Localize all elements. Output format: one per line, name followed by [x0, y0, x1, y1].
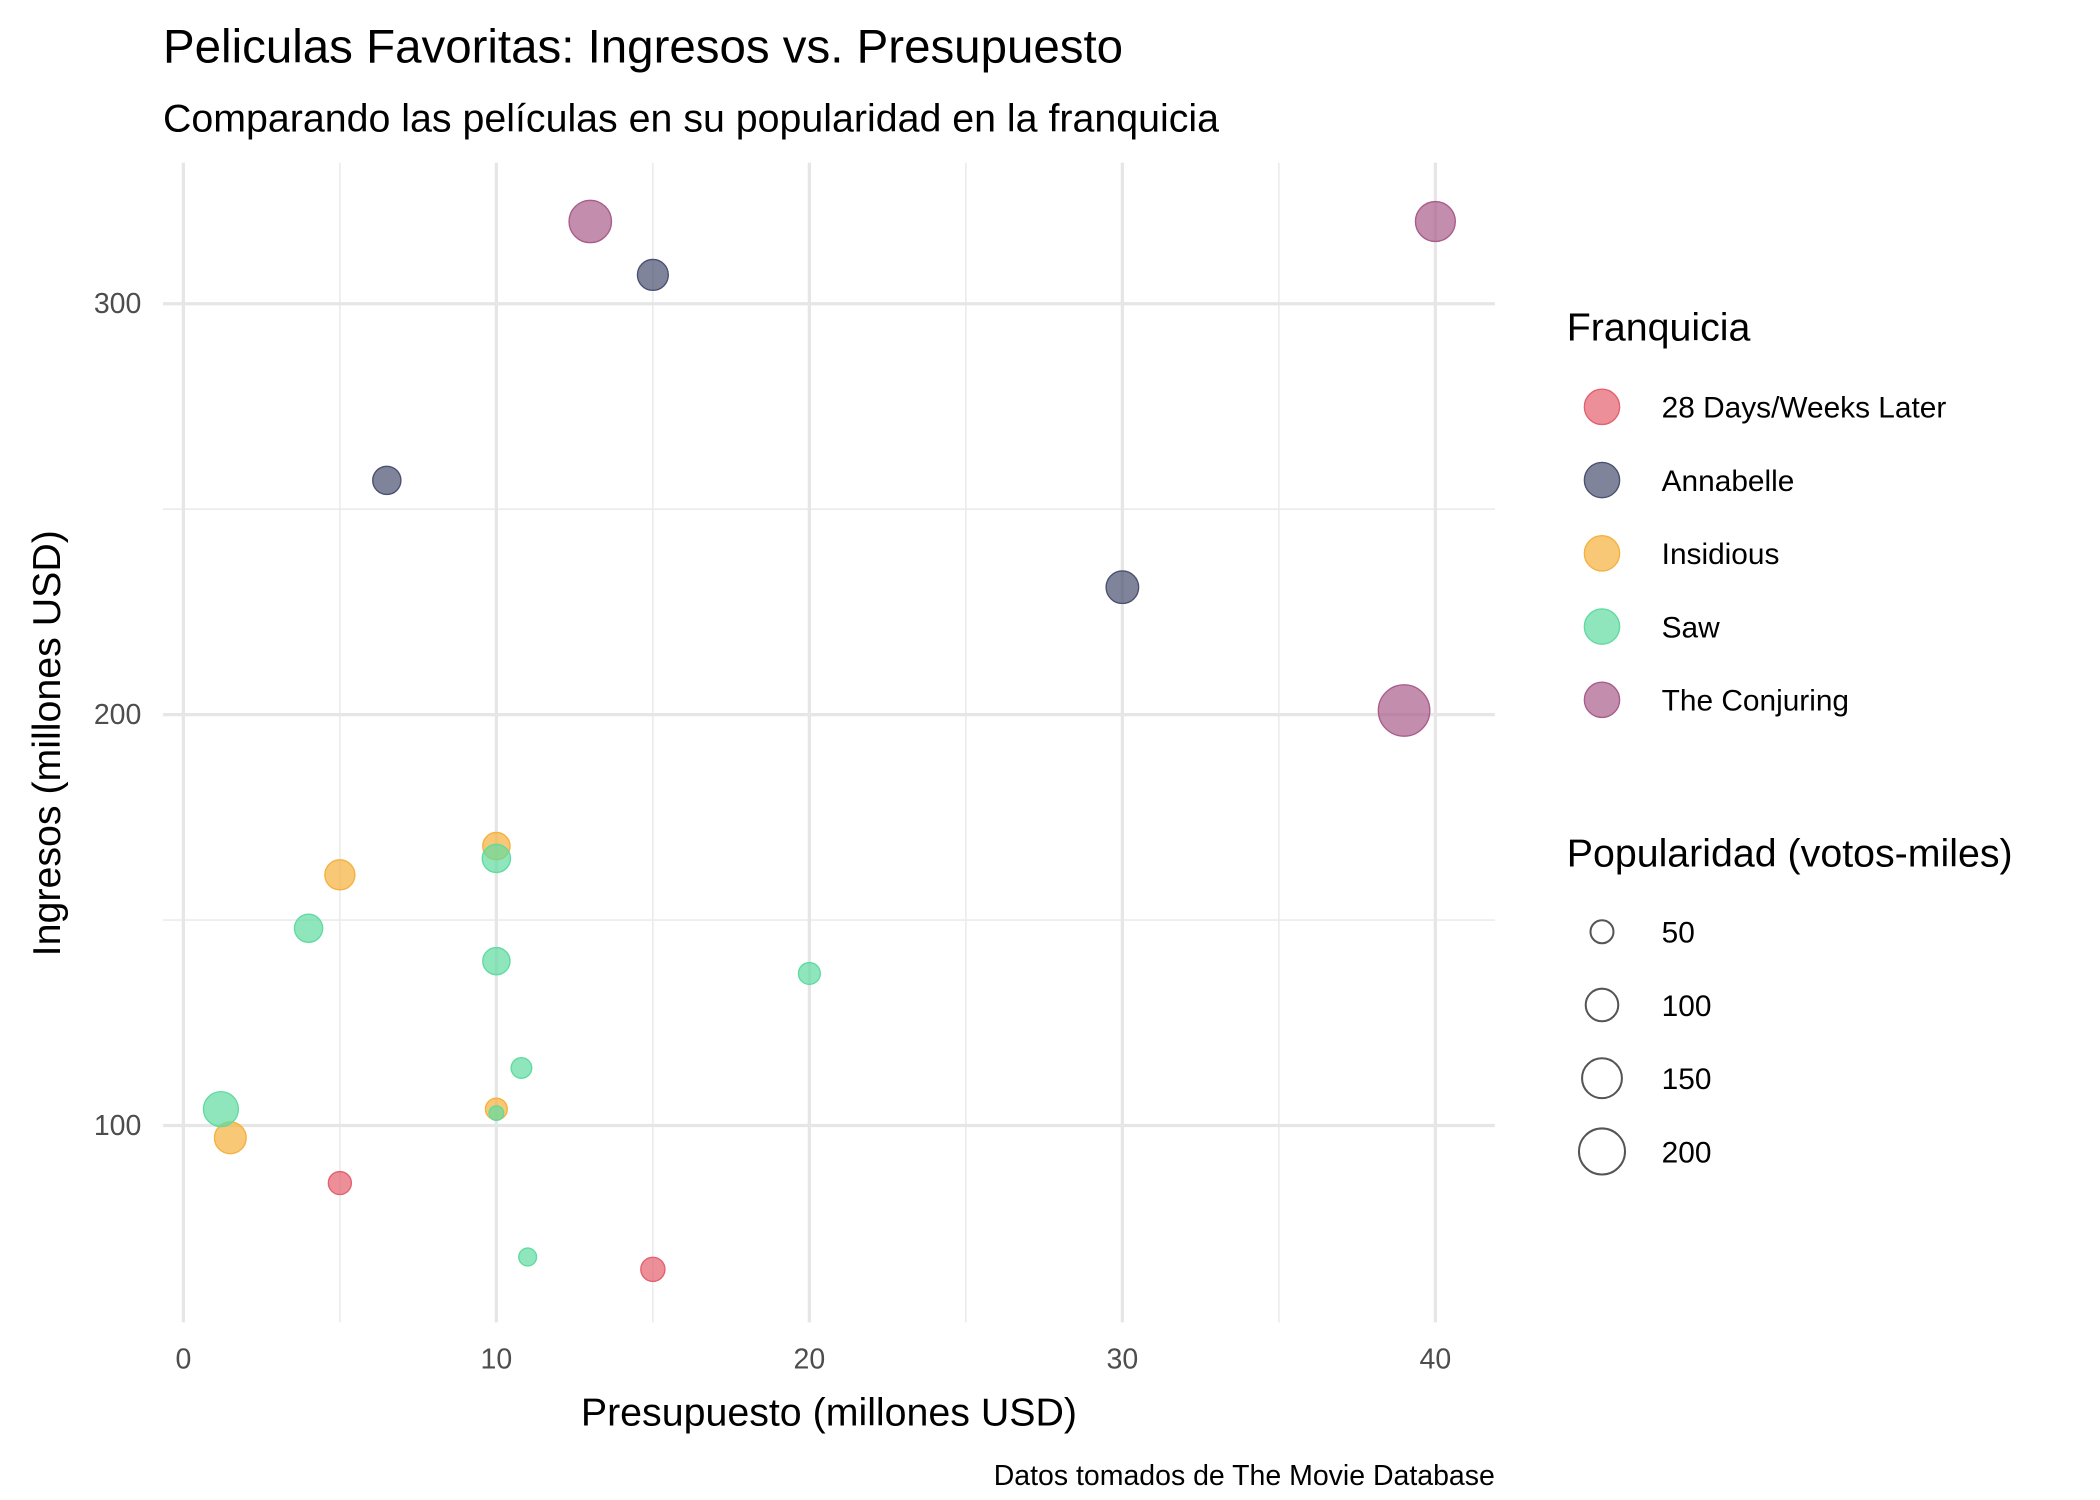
y-tick-label: 300: [94, 288, 141, 320]
legend-swatch: [1583, 535, 1621, 572]
legend-label: Annabelle: [1662, 465, 1795, 498]
y-axis-title: Ingresos (millones USD): [25, 530, 69, 956]
point: [327, 1170, 353, 1196]
point: [568, 199, 613, 244]
legend-label: Insidious: [1662, 538, 1780, 571]
chart-subtitle: Comparando las películas en su popularid…: [163, 97, 1219, 141]
point: [293, 913, 324, 944]
legend-swatch: [1583, 608, 1621, 645]
caption: Datos tomados de The Movie Database: [994, 1460, 1495, 1492]
point: [372, 465, 402, 496]
size-legend-swatch: [1584, 987, 1620, 1023]
y-tick-label: 200: [94, 699, 141, 731]
size-legend-label: 50: [1662, 917, 1695, 950]
point: [482, 946, 511, 976]
x-tick-label: 40: [1420, 1343, 1452, 1375]
size-legend-swatch: [1581, 1057, 1623, 1100]
point: [510, 1057, 533, 1079]
legend-swatch: [1583, 388, 1621, 426]
legend-swatch: [1583, 681, 1621, 719]
point: [518, 1247, 538, 1267]
legend-label: 28 Days/Weeks Later: [1662, 392, 1947, 425]
x-tick-label: 10: [481, 1343, 513, 1375]
size-legend-swatch: [1589, 919, 1615, 945]
size-legend-swatch: [1577, 1127, 1627, 1176]
point: [1377, 684, 1431, 737]
x-tick-label: 0: [175, 1343, 191, 1375]
legend-label: Saw: [1662, 611, 1720, 644]
chart-title: Peliculas Favoritas: Ingresos vs. Presup…: [163, 20, 1123, 73]
y-tick-label: 100: [94, 1110, 141, 1142]
x-tick-label: 30: [1107, 1343, 1139, 1375]
size-legend-label: 150: [1662, 1063, 1712, 1096]
point: [797, 961, 821, 986]
legend-swatch: [1583, 461, 1621, 499]
point: [202, 1090, 240, 1128]
x-axis-title: Presupuesto (millones USD): [581, 1390, 1077, 1434]
point: [488, 1105, 505, 1122]
size-legend-label: 200: [1662, 1136, 1712, 1169]
point: [324, 859, 356, 891]
point: [481, 843, 512, 874]
size-legend-label: 100: [1662, 990, 1712, 1023]
x-tick-label: 20: [794, 1343, 826, 1375]
legend-label: The Conjuring: [1662, 685, 1849, 718]
legend-title: Franquicia: [1567, 305, 1751, 349]
point: [1105, 570, 1140, 605]
point: [636, 258, 669, 292]
point: [640, 1256, 666, 1283]
point: [1414, 200, 1456, 243]
size-legend-title: Popularidad (votos-miles): [1567, 832, 2013, 876]
